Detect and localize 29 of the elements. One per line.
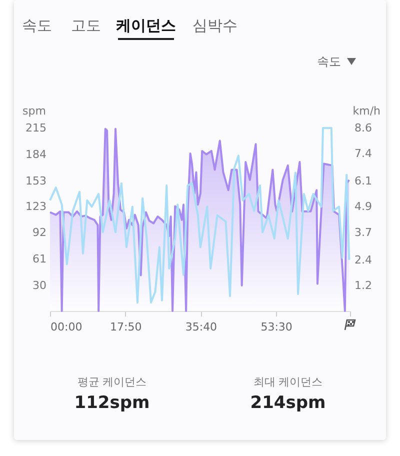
text: 속도 xyxy=(22,16,52,36)
text: 케이던스 xyxy=(116,16,176,36)
y-tick-label: 61 xyxy=(32,252,46,266)
text: 속도 xyxy=(317,54,341,70)
y2-tick-label: 4.9 xyxy=(354,200,372,214)
y-tick-label: 30 xyxy=(32,278,46,292)
y-tick-label: 215 xyxy=(26,122,46,134)
y2-tick-label: 6.1 xyxy=(354,174,372,188)
x-tick-label: 00:00 xyxy=(50,320,82,334)
y-tick-label: 184 xyxy=(26,148,46,161)
y2-tick-label: 3.7 xyxy=(354,226,372,239)
y-tick-label: 153 xyxy=(26,174,46,188)
y-axis-title: spm xyxy=(22,104,46,118)
y2-axis-title: km/h xyxy=(352,104,381,118)
y-tick-label: 123 xyxy=(26,200,46,213)
y2-tick-label: 2.4 xyxy=(354,253,372,266)
y-tick-label: 92 xyxy=(32,226,46,240)
text: 심박수 xyxy=(192,16,238,36)
y2-tick-label: 8.6 xyxy=(354,122,372,134)
x-tick-label: 53:30 xyxy=(260,320,292,334)
text: 112spm xyxy=(74,393,150,413)
x-tick-label: 17:50 xyxy=(110,320,142,334)
text: 214spm xyxy=(250,393,326,413)
text: 평균 케이던스 xyxy=(77,374,147,390)
text: 고도 xyxy=(71,16,101,36)
text: 최대 케이던스 xyxy=(253,374,323,390)
y2-tick-label: 7.4 xyxy=(354,147,372,160)
x-tick-label: 35:40 xyxy=(185,320,218,334)
y2-tick-label: 1.2 xyxy=(354,278,372,292)
